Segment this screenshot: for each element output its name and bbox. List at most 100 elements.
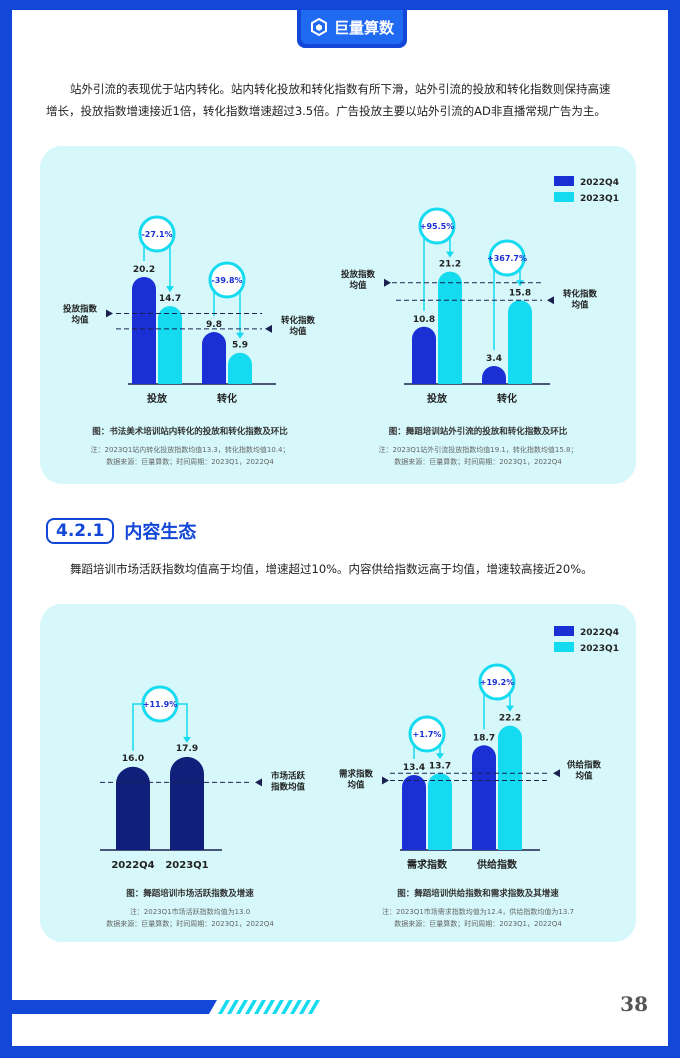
chart-panel-top-svg: 2022Q4 2023Q1 20.2 14.7 投放 -27.1% 9.8 5.9 转化 -3… [63, 176, 619, 466]
footer-stripe-2 [236, 1000, 248, 1014]
avg-marker-left [106, 309, 113, 318]
legend-label-q1: 2023Q1 [580, 194, 619, 204]
legend-label-q4: 2022Q4 [580, 178, 619, 188]
chart0-note1: 注：2023Q1站内转化投放指数均值13.3，转化指数均值10.4； [91, 445, 290, 454]
bar-value-0-1: 13.7 [429, 761, 451, 771]
growth-connector-b [177, 703, 188, 739]
avg-marker [255, 778, 262, 787]
bar-value-1-1: 15.8 [509, 288, 531, 298]
avg-label-line-1: 指数均值 [271, 781, 306, 792]
avg-label-line-0: 市场活跃 [271, 770, 306, 781]
growth-bubble-1-label: +19.2% [480, 678, 514, 687]
avg-label-right-line-0: 供给指数 [566, 759, 602, 770]
growth-bubble-circle [141, 685, 179, 723]
chart-panel-bottom: 2022Q4 2023Q1 16.0 2022Q4 17.9 2023Q1 +11.9%… [40, 604, 636, 942]
chart0-note2: 数据来源：巨量算数；时间周期：2023Q1，2022Q4 [106, 457, 274, 466]
legend-swatch-q1 [554, 192, 574, 202]
avg-label-right-line-0: 转化指数 [281, 315, 316, 326]
growth-arrow-1 [236, 332, 244, 339]
intro-line-2: 增长，投放指数增速接近1倍，转化指数增速超过3.5倍。广告投放主要以站外引流的A… [46, 104, 606, 118]
bar-value-1: 17.9 [176, 744, 198, 754]
avg-marker-right [265, 324, 272, 333]
chart-panel-top: 2022Q4 2023Q1 20.2 14.7 投放 -27.1% 9.8 5.9 转化 -3… [40, 146, 636, 484]
x-tick-1: 转化 [497, 392, 517, 405]
bar-0-0 [402, 774, 426, 850]
chart1-caption: 图：舞蹈培训站外引流的投放和转化指数及环比 [389, 426, 568, 437]
section-number: 4.2.1 [46, 518, 115, 544]
growth-bubble-0-circle [418, 207, 456, 245]
chart-dance-market-activity: 16.0 2022Q4 17.9 2023Q1 +11.9% 市场活跃指数均值图：舞蹈培训… [100, 685, 306, 928]
growth-bubble-label: +11.9% [143, 700, 177, 709]
bar-value-1-1: 5.9 [232, 341, 248, 351]
growth-bubble-1-label: -39.8% [211, 276, 242, 285]
bar-1-1 [498, 725, 522, 850]
intro-paragraph: 站外引流的表现优于站内转化。站内转化投放和转化指数有所下滑，站外引流的投放和转化… [46, 78, 646, 122]
bar-0-1 [438, 271, 462, 384]
growth-bubble-1-circle [208, 261, 246, 299]
chart3-caption: 图：舞蹈培训供给指数和需求指数及其增速 [397, 888, 559, 899]
growth-bubble-0-circle [138, 215, 176, 253]
footer-stripe-3 [245, 1000, 257, 1014]
growth-connector-a-0 [420, 225, 425, 311]
footer-stripe-4 [254, 1000, 266, 1014]
bar-0-0 [132, 276, 156, 384]
chart2-note2: 数据来源：巨量算数；时间周期：2023Q1，2022Q4 [106, 919, 274, 928]
bar-value-1-0: 9.8 [206, 320, 222, 330]
page-content: 巨量算数 站外引流的表现优于站内转化。站内转化投放和转化指数有所下滑，站外引流的… [12, 10, 668, 1046]
page-number: 38 [620, 992, 648, 1016]
growth-connector-a [132, 703, 143, 751]
footer-stripe-9 [299, 1000, 311, 1014]
bar-0-1 [428, 773, 452, 850]
bar-value-1-0: 3.4 [486, 354, 502, 364]
growth-arrow-1 [506, 705, 514, 712]
x-tick-1: 2023Q1 [165, 860, 208, 871]
growth-bubble-0-label: -27.1% [141, 230, 172, 239]
bar-value-1-1: 22.2 [499, 714, 521, 724]
footer-stripe-0 [218, 1000, 230, 1014]
growth-arrow-0 [446, 251, 454, 258]
growth-connector-a-1 [490, 257, 495, 350]
logo: 巨量算数 [301, 10, 403, 44]
header-logo-tab: 巨量算数 [297, 10, 407, 48]
footer-stripes [12, 1000, 320, 1014]
bar-value-0-0: 10.8 [413, 315, 435, 325]
avg-label-right-line-0: 转化指数 [563, 288, 598, 299]
x-tick-0: 2022Q4 [111, 860, 154, 871]
legend-bottom: 2022Q4 2023Q1 [554, 626, 619, 654]
avg-marker-left [382, 776, 389, 785]
logo-text: 巨量算数 [333, 18, 394, 37]
bar-1-0 [202, 332, 226, 384]
growth-bubble-1-circle [478, 663, 516, 701]
avg-label-left-line-0: 投放指数 [341, 269, 376, 280]
section-paragraph: 舞蹈培训市场活跃指数均值高于均值，增速超过10%。内容供给指数远高于均值，增速较… [70, 562, 593, 576]
chart-panel-bottom-svg: 2022Q4 2023Q1 16.0 2022Q4 17.9 2023Q1 +11.9%… [100, 626, 619, 928]
bar-value-0-0: 13.4 [403, 763, 425, 773]
legend-swatch-q1-bottom [554, 642, 574, 652]
avg-label-left-line-1: 均值 [347, 780, 365, 791]
avg-marker-right [547, 296, 554, 305]
chart3-note1: 注：2023Q1市场需求指数均值为12.4，供给指数均值为13.7 [382, 907, 574, 916]
section-heading: 4.2.1 内容生态 [46, 518, 196, 544]
avg-marker-right [553, 769, 560, 778]
legend-swatch-q4 [554, 176, 574, 186]
avg-marker-left [384, 278, 391, 287]
footer-stripe-pattern [218, 1000, 320, 1014]
bar-0-1 [158, 306, 182, 384]
footer-stripe-7 [281, 1000, 293, 1014]
bar-1-1 [228, 352, 252, 384]
x-tick-1: 供给指数 [476, 858, 518, 871]
avg-label-right-line-1: 均值 [571, 299, 589, 310]
bar-1-0 [482, 365, 506, 384]
bar-0 [116, 766, 150, 850]
growth-bubble-1-circle [488, 239, 526, 277]
chart3-note2: 数据来源：巨量算数；时间周期：2023Q1，2022Q4 [394, 919, 562, 928]
footer-stripe-10 [308, 1000, 320, 1014]
footer-stripe-1 [227, 1000, 239, 1014]
growth-bubble-1-label: +367.7% [487, 254, 527, 263]
growth-arrow [183, 736, 191, 743]
footer-stripe-6 [272, 1000, 284, 1014]
growth-bubble-0-label: +1.7% [413, 730, 442, 739]
bar-0-0 [412, 326, 436, 384]
